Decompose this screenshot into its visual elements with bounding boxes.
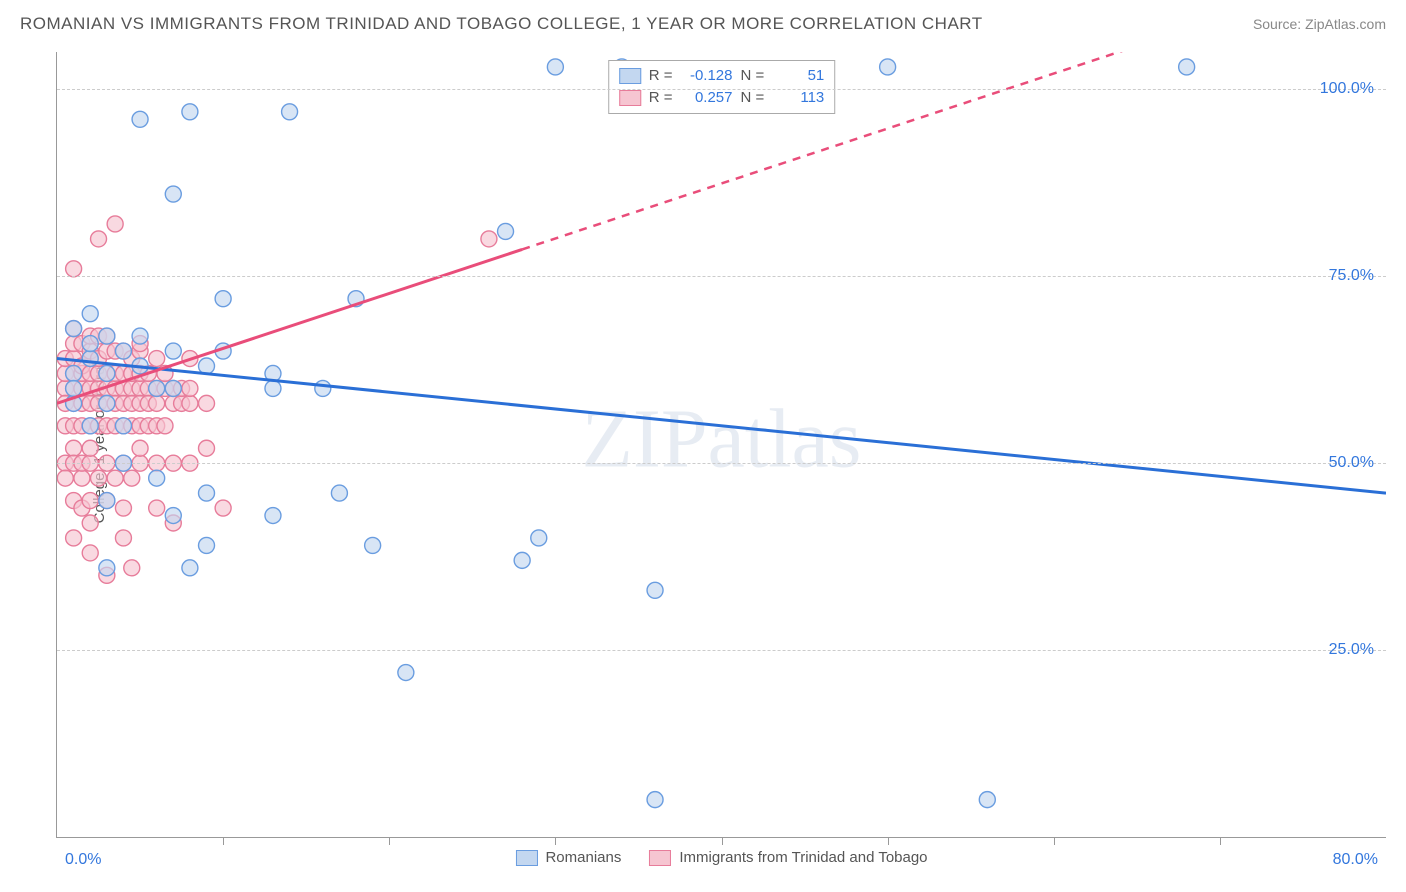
- legend-item: Romanians: [515, 849, 621, 866]
- legend-label: Immigrants from Trinidad and Tobago: [679, 849, 927, 866]
- legend-label: Romanians: [545, 849, 621, 866]
- swatch-icon: [619, 68, 641, 84]
- swatch-icon: [619, 90, 641, 106]
- legend-item: Immigrants from Trinidad and Tobago: [649, 849, 927, 866]
- n-label: N =: [741, 65, 765, 87]
- stats-row-series-0: R = -0.128 N = 51: [619, 65, 825, 87]
- y-axis-label: 100.0%: [1320, 80, 1374, 98]
- series-legend: Romanians Immigrants from Trinidad and T…: [515, 849, 927, 866]
- x-axis-max-label: 80.0%: [1333, 851, 1378, 869]
- swatch-icon: [649, 850, 671, 866]
- y-axis-label: 50.0%: [1329, 454, 1374, 472]
- plot-area: [57, 52, 1386, 837]
- y-axis-label: 75.0%: [1329, 267, 1374, 285]
- n-value: 51: [772, 65, 824, 87]
- stats-legend: R = -0.128 N = 51 R = 0.257 N = 113: [608, 60, 836, 114]
- correlation-chart: College, 1 year or more ZIPatlas R = -0.…: [56, 52, 1386, 838]
- r-label: R =: [649, 65, 673, 87]
- source-attribution: Source: ZipAtlas.com: [1253, 16, 1386, 32]
- y-axis-label: 25.0%: [1329, 641, 1374, 659]
- x-axis-min-label: 0.0%: [65, 851, 101, 869]
- swatch-icon: [515, 850, 537, 866]
- chart-title: ROMANIAN VS IMMIGRANTS FROM TRINIDAD AND…: [20, 14, 983, 34]
- r-value: -0.128: [681, 65, 733, 87]
